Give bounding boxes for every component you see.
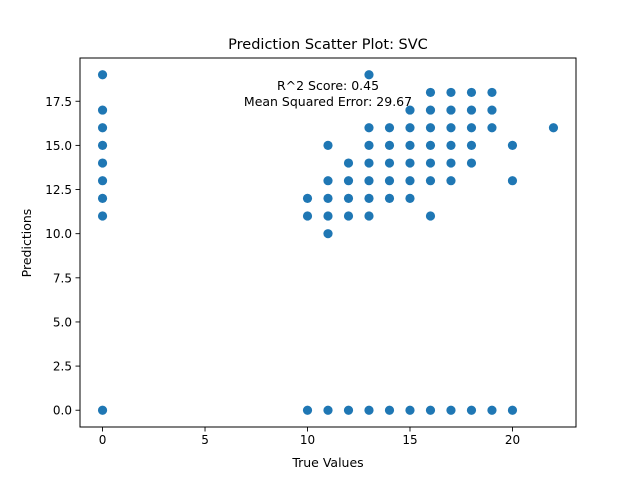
data-point xyxy=(405,405,415,415)
data-point xyxy=(446,140,456,150)
data-point xyxy=(343,176,354,186)
data-point xyxy=(384,193,395,203)
data-point xyxy=(446,123,456,133)
y-tick-label: 12.5 xyxy=(45,183,72,197)
data-point xyxy=(323,140,333,150)
data-point xyxy=(97,158,108,168)
data-point xyxy=(97,105,108,115)
data-point xyxy=(425,211,436,221)
data-point xyxy=(507,176,518,186)
data-point xyxy=(548,123,559,133)
data-point xyxy=(364,70,374,80)
data-point xyxy=(364,405,374,415)
data-point xyxy=(466,87,477,98)
x-tick-label: 15 xyxy=(402,433,417,447)
data-point xyxy=(446,158,456,168)
data-point xyxy=(507,405,518,415)
data-point xyxy=(405,176,415,186)
data-point xyxy=(364,158,374,168)
y-axis-label: Predictions xyxy=(19,209,34,278)
data-point xyxy=(425,140,436,150)
data-point xyxy=(446,87,456,98)
data-point xyxy=(323,229,333,239)
data-point xyxy=(405,140,415,150)
data-point xyxy=(97,211,108,221)
data-point xyxy=(405,105,415,115)
data-point xyxy=(487,405,497,415)
data-point xyxy=(97,405,108,415)
data-point xyxy=(384,123,395,133)
data-point xyxy=(425,405,436,415)
data-point xyxy=(487,123,497,133)
data-point xyxy=(425,87,436,98)
data-point xyxy=(343,405,354,415)
x-ticks: 0 5 10 15 20 xyxy=(99,427,520,447)
data-point xyxy=(425,105,436,115)
data-point xyxy=(323,405,333,415)
data-point xyxy=(364,211,374,221)
data-point xyxy=(343,193,354,203)
data-point xyxy=(425,158,436,168)
x-tick-label: 0 xyxy=(99,433,107,447)
r2-annotation: R^2 Score: 0.45 xyxy=(277,78,379,93)
data-point xyxy=(487,87,497,98)
y-tick-label: 0.0 xyxy=(53,404,72,418)
data-point xyxy=(302,405,313,415)
data-point xyxy=(364,123,374,133)
data-point xyxy=(364,193,374,203)
data-point xyxy=(323,176,333,186)
points-layer xyxy=(97,70,559,415)
data-point xyxy=(364,140,374,150)
data-point xyxy=(323,193,333,203)
data-point xyxy=(446,405,456,415)
data-point xyxy=(507,140,518,150)
y-tick-label: 17.5 xyxy=(45,95,72,109)
data-point xyxy=(466,105,477,115)
y-tick-label: 10.0 xyxy=(45,227,72,241)
data-point xyxy=(466,140,477,150)
x-axis-label: True Values xyxy=(291,455,363,470)
x-tick-label: 5 xyxy=(201,433,209,447)
mse-annotation: Mean Squared Error: 29.67 xyxy=(244,94,412,109)
data-point xyxy=(405,123,415,133)
data-point xyxy=(487,105,497,115)
y-tick-label: 5.0 xyxy=(53,315,72,329)
data-point xyxy=(405,158,415,168)
x-tick-label: 10 xyxy=(300,433,315,447)
data-point xyxy=(466,405,477,415)
data-point xyxy=(405,193,415,203)
x-tick-label: 20 xyxy=(505,433,520,447)
data-point xyxy=(384,176,395,186)
data-point xyxy=(384,158,395,168)
y-tick-label: 15.0 xyxy=(45,139,72,153)
plot-frame xyxy=(79,57,577,428)
data-point xyxy=(466,123,477,133)
data-point xyxy=(446,176,456,186)
data-point xyxy=(97,123,108,133)
data-point xyxy=(302,193,313,203)
y-tick-label: 2.5 xyxy=(53,360,72,374)
data-point xyxy=(384,140,395,150)
data-point xyxy=(97,193,108,203)
data-point xyxy=(97,140,108,150)
data-point xyxy=(364,176,374,186)
y-ticks: 0.0 2.5 5.0 7.5 10.0 12.5 15.0 17.5 xyxy=(45,95,80,418)
data-point xyxy=(97,70,108,80)
data-point xyxy=(302,211,313,221)
data-point xyxy=(466,158,477,168)
data-point xyxy=(425,176,436,186)
y-tick-label: 7.5 xyxy=(53,271,72,285)
data-point xyxy=(323,211,333,221)
data-point xyxy=(425,123,436,133)
data-point xyxy=(343,211,354,221)
data-point xyxy=(384,405,395,415)
data-point xyxy=(343,158,354,168)
chart-title: Prediction Scatter Plot: SVC xyxy=(228,37,428,53)
data-point xyxy=(97,176,108,186)
data-point xyxy=(446,105,456,115)
